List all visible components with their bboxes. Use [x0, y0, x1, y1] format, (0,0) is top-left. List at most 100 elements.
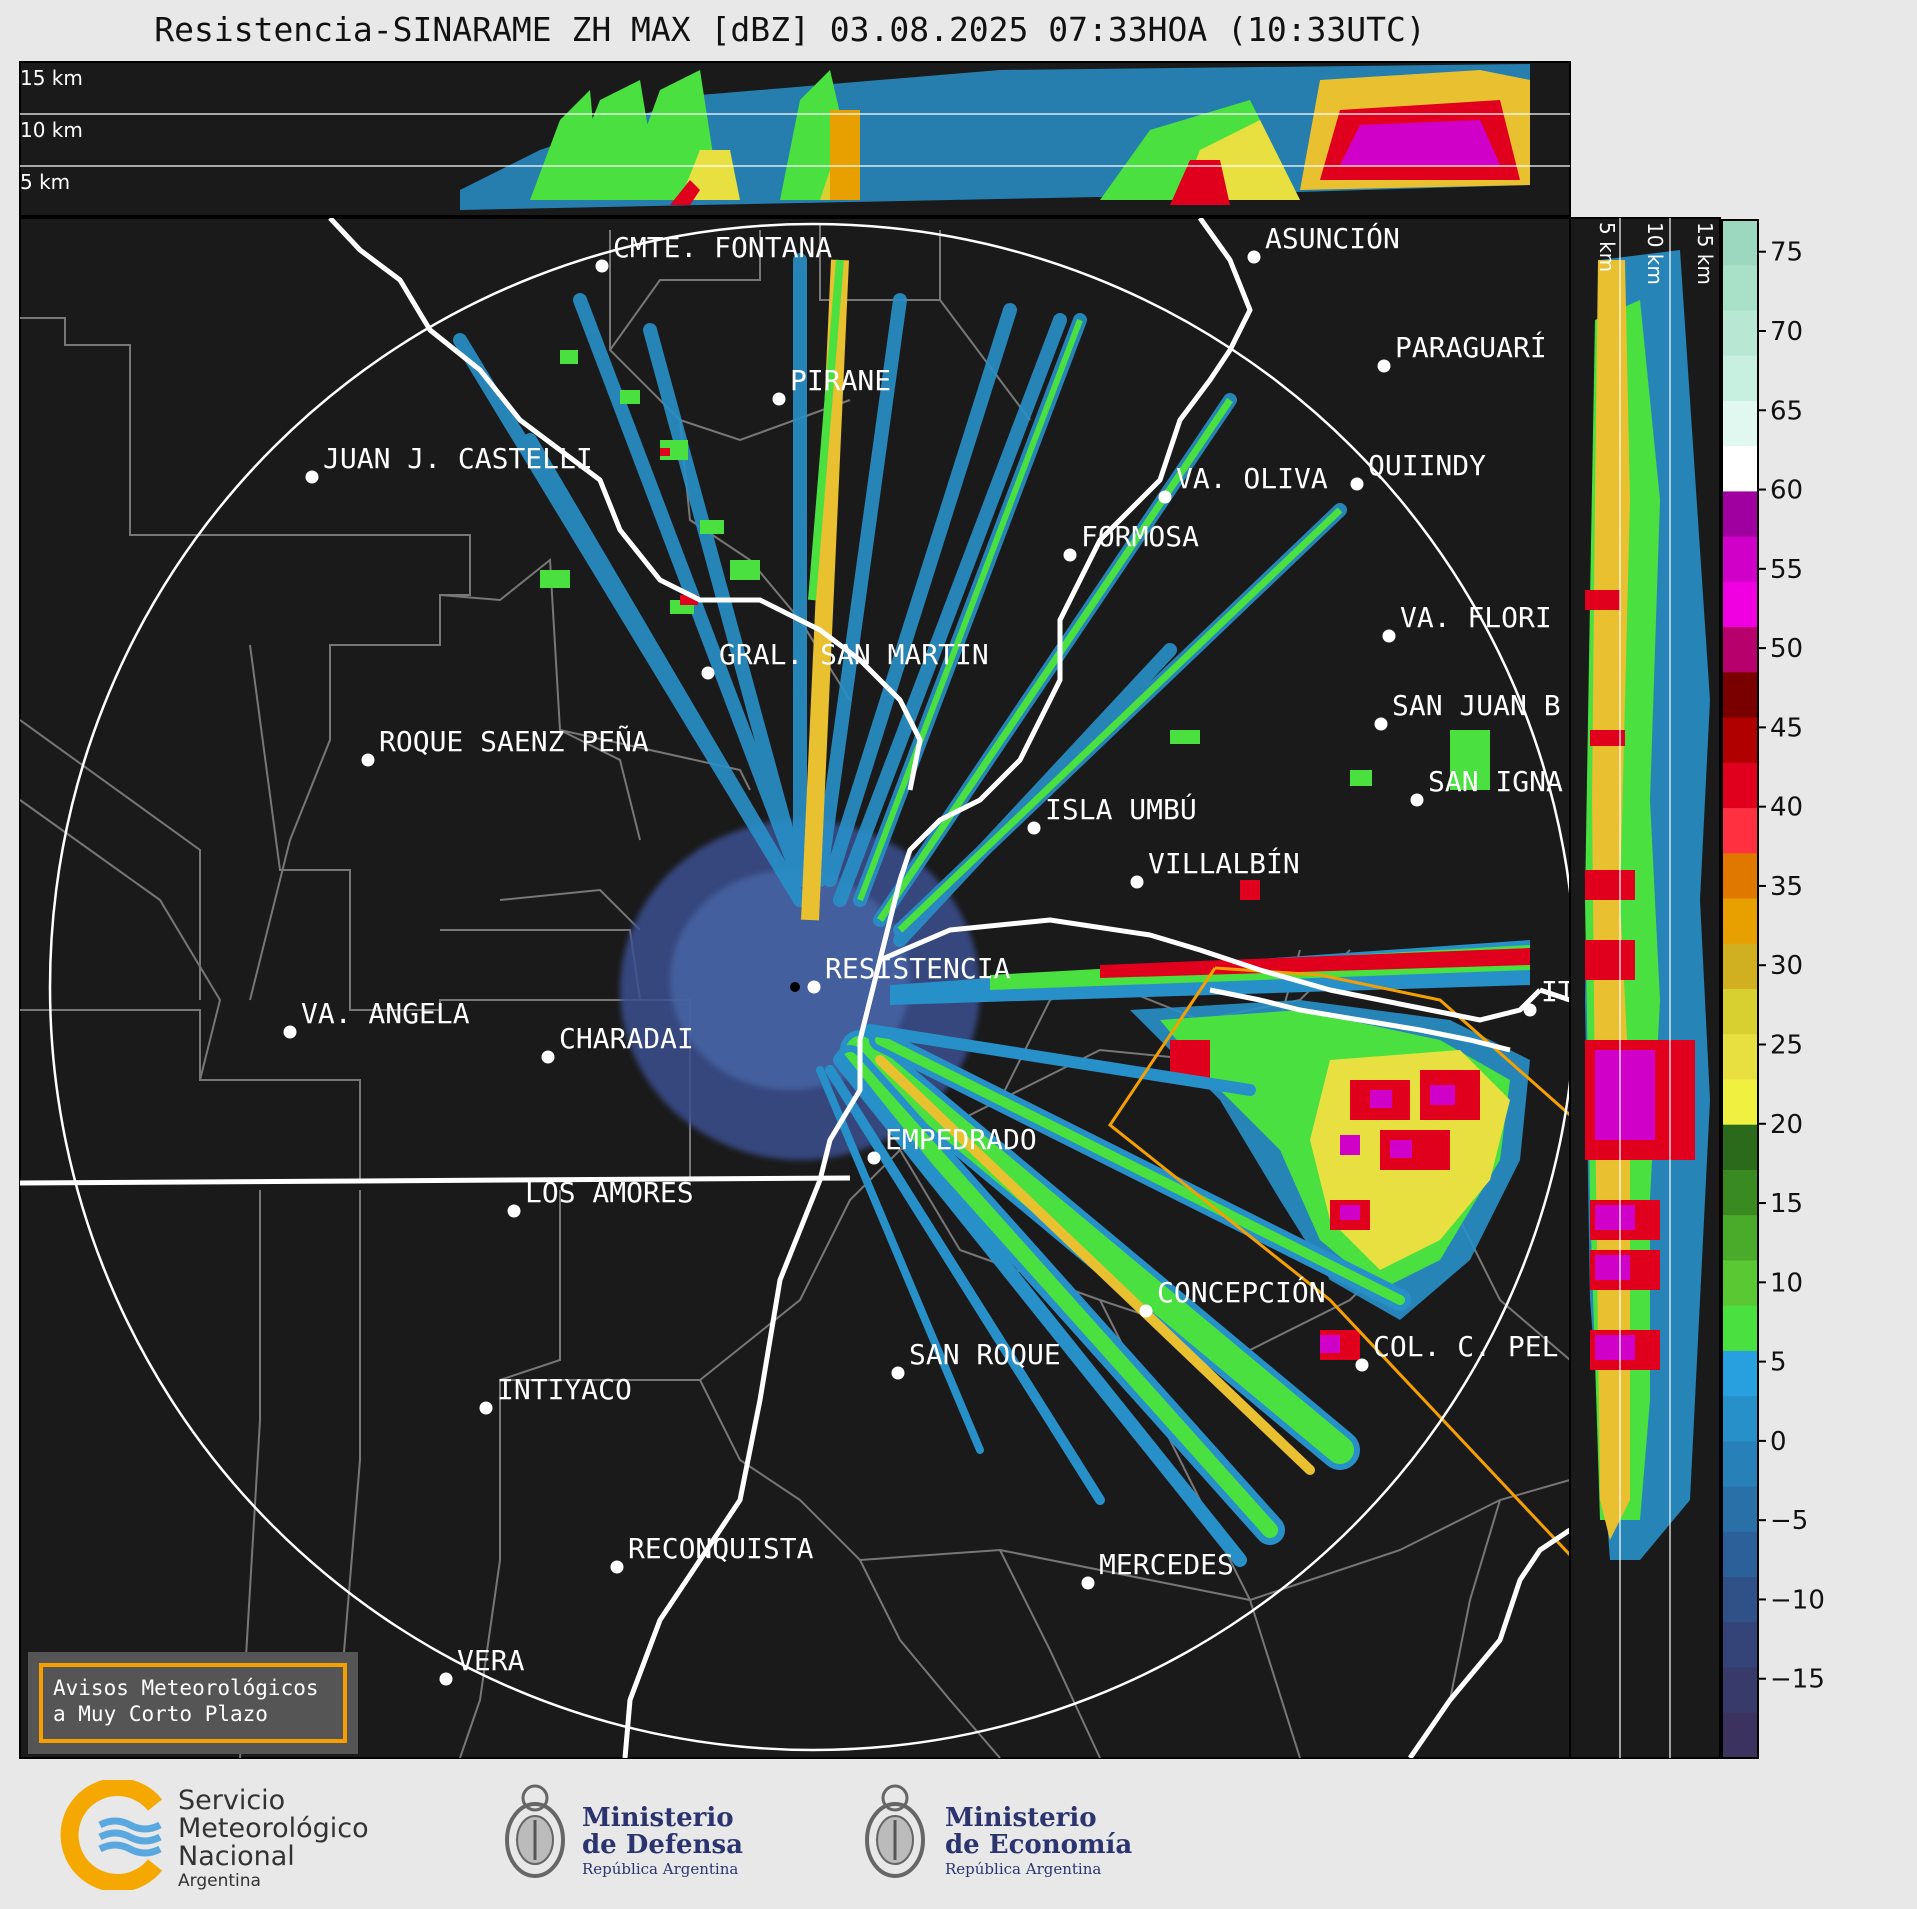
- city-label: FORMOSA: [1081, 520, 1199, 553]
- department-boundaries: [20, 225, 1570, 1758]
- city-label: VA. OLIVA: [1176, 462, 1328, 495]
- colorbar-tick-label: 70: [1770, 317, 1803, 347]
- colorbar-segment: [1722, 1486, 1758, 1533]
- colorbar-segment: [1722, 581, 1758, 628]
- defensa-logo-text: Ministerio de Defensa República Argentin…: [582, 1805, 743, 1879]
- city-label: RESISTENCIA: [825, 952, 1011, 985]
- city-marker: [1410, 793, 1424, 807]
- colorbar-segment: [1722, 491, 1758, 538]
- city-marker: [283, 1025, 297, 1039]
- colorbar-tick-label: 65: [1770, 396, 1803, 426]
- colorbar-segment: [1722, 853, 1758, 900]
- city-label: PIRANE: [790, 364, 891, 397]
- city-label: GRAL. SAN MARTIN: [719, 638, 989, 671]
- defensa-line-2: de Defensa: [582, 1830, 743, 1860]
- colorbar-tick-label: −15: [1770, 1665, 1825, 1695]
- city-label: VA. FLORI: [1400, 601, 1552, 634]
- city-marker: [361, 753, 375, 767]
- colorbar-segment: [1722, 717, 1758, 764]
- colorbar-tick-label: 20: [1770, 1110, 1803, 1140]
- colorbar-tick-label: 55: [1770, 555, 1803, 585]
- colorbar-segment: [1722, 536, 1758, 583]
- colorbar-segment: [1722, 1441, 1758, 1488]
- city-marker: [1130, 875, 1144, 889]
- country-boundaries: [20, 218, 1570, 1758]
- city-marker: [305, 470, 319, 484]
- colorbar-segment: [1722, 1034, 1758, 1081]
- city-label: PARAGUARÍ: [1395, 330, 1547, 364]
- colorbar-tick-label: 60: [1770, 476, 1803, 506]
- colorbar-tick-label: 50: [1770, 634, 1803, 664]
- city-label: VILLALBÍN: [1148, 846, 1300, 880]
- top-height-label-10km: 10 km: [20, 118, 83, 142]
- colorbar-segment: [1722, 265, 1758, 312]
- smn-line-4: Argentina: [178, 1871, 261, 1891]
- colorbar-segment: [1722, 1260, 1758, 1307]
- smn-line-2: Meteorológico: [178, 1813, 369, 1844]
- city-label: VERA: [457, 1644, 525, 1677]
- colorbar-tick-label: 75: [1770, 238, 1803, 268]
- avisos-box[interactable]: Avisos Meteorológicos a Muy Corto Plazo: [28, 1652, 358, 1754]
- side-height-label-10km: 10 km: [1643, 222, 1667, 285]
- colorbar-segment: [1722, 1577, 1758, 1623]
- smn-logo-icon: [60, 1780, 163, 1890]
- main-map: CMTE. FONTANA ASUNCIÓN PARAGUARÍ PIRANE JUAN…: [19, 217, 1571, 1759]
- colorbar-tick-label: 5: [1770, 1348, 1787, 1378]
- city-marker: [1374, 717, 1388, 731]
- city-markers: CMTE. FONTANA ASUNCIÓN PARAGUARÍ PIRANE JUAN…: [283, 221, 1570, 1686]
- economia-line-1: Ministerio: [945, 1803, 1097, 1833]
- colorbar-segment: [1722, 943, 1758, 990]
- colorbar-segment: [1722, 1305, 1758, 1352]
- economia-line-2: de Economía: [945, 1830, 1133, 1860]
- city-marker: [610, 1560, 624, 1574]
- coat-of-arms-icon: [505, 1784, 565, 1878]
- colorbar-segment: [1722, 898, 1758, 945]
- colorbar-segment: [1722, 1169, 1758, 1216]
- city-marker: [1158, 490, 1172, 504]
- top-height-label-5km: 5 km: [20, 170, 70, 194]
- smn-logo-text: Servicio Meteorológico Nacional Argentin…: [178, 1787, 369, 1892]
- city-marker: [1355, 1358, 1369, 1372]
- colorbar-frame: [1721, 219, 1759, 1759]
- colorbar-segment: [1722, 220, 1758, 266]
- city-marker: [541, 1050, 555, 1064]
- top-height-label-15km: 15 km: [20, 66, 83, 90]
- city-marker: [1027, 821, 1041, 835]
- avisos-line-2: a Muy Corto Plazo: [53, 1702, 268, 1726]
- colorbar-segment: [1722, 1622, 1758, 1669]
- city-label: SAN IGNA: [1428, 765, 1563, 798]
- city-marker: [507, 1204, 521, 1218]
- colorbar-segment: [1722, 1396, 1758, 1442]
- city-marker: [891, 1366, 905, 1380]
- colorbar-tick-label: 15: [1770, 1189, 1803, 1219]
- city-marker: [1377, 359, 1391, 373]
- colorbar-segment: [1722, 989, 1758, 1035]
- colorbar-segment: [1722, 446, 1758, 493]
- city-label: SAN JUAN B: [1392, 689, 1561, 722]
- economia-logo-text: Ministerio de Economía República Argenti…: [945, 1805, 1132, 1879]
- city-label: LOS AMORES: [525, 1176, 694, 1209]
- city-marker: [1139, 1304, 1153, 1318]
- city-marker: [1247, 250, 1261, 264]
- radar-echoes: [453, 253, 1530, 1567]
- colorbar-tick-label: 25: [1770, 1030, 1803, 1060]
- colorbar-segment: [1722, 1215, 1758, 1262]
- city-label: MERCEDES: [1099, 1548, 1234, 1581]
- colorbar-segment: [1722, 1531, 1758, 1578]
- range-ring: [48, 222, 1570, 1752]
- city-label: SAN ROQUE: [909, 1338, 1061, 1371]
- smn-line-3: Nacional: [178, 1841, 295, 1872]
- city-marker: [1382, 629, 1396, 643]
- colorbar-tick-label: −5: [1770, 1506, 1808, 1536]
- city-marker: [701, 666, 715, 680]
- city-marker: [1081, 1576, 1095, 1590]
- city-label: JUAN J. CASTELLI: [323, 442, 593, 475]
- colorbar-segment: [1722, 627, 1758, 673]
- top-cross-section: 15 km 10 km 5 km: [19, 61, 1571, 217]
- colorbar-segment: [1722, 1712, 1758, 1759]
- city-marker: [595, 259, 609, 273]
- city-marker: [439, 1672, 453, 1686]
- side-cross-section: 5 km 10 km 15 km: [1569, 217, 1721, 1759]
